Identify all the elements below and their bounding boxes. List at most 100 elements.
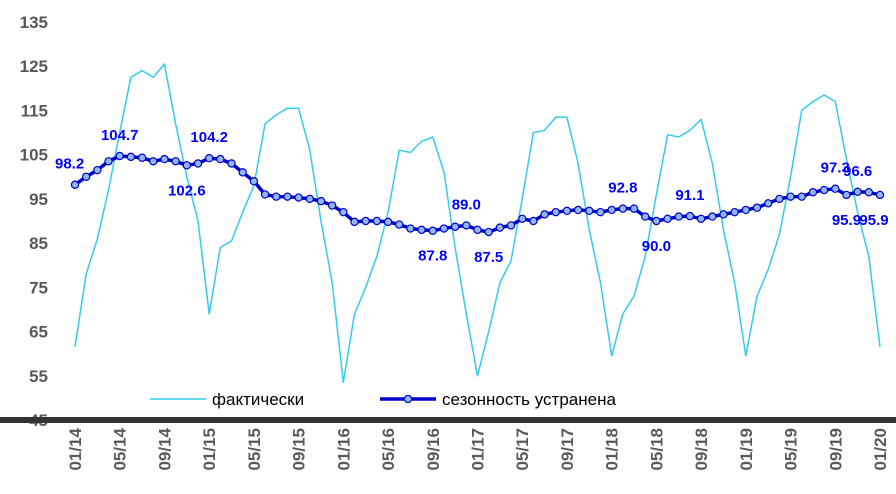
marker — [808, 188, 818, 197]
data-label: 102.6 — [168, 182, 206, 199]
marker — [294, 193, 303, 202]
y-tick-label: 125 — [20, 57, 48, 76]
marker — [551, 207, 560, 217]
marker — [786, 192, 795, 201]
data-label: 96.6 — [843, 163, 872, 180]
marker — [428, 226, 437, 235]
x-tick-label: 09/16 — [424, 428, 443, 471]
x-tick-label: 09/15 — [290, 428, 309, 471]
x-tick-label: 05/15 — [245, 428, 264, 471]
marker — [797, 192, 806, 201]
y-tick-label: 115 — [21, 101, 48, 120]
marker — [607, 205, 616, 215]
legend-label: фактически — [212, 390, 304, 409]
marker — [395, 220, 404, 229]
marker — [629, 204, 639, 213]
marker — [685, 211, 695, 221]
y-tick-label: 75 — [29, 278, 48, 297]
data-label: 98.2 — [55, 156, 84, 173]
marker — [506, 221, 516, 230]
marker — [663, 214, 672, 223]
marker — [283, 192, 292, 201]
y-tick-label: 65 — [29, 323, 48, 342]
y-tick-label: 95 — [29, 190, 48, 209]
marker — [260, 190, 270, 199]
legend-label: сезонность устранена — [442, 390, 616, 409]
marker — [93, 165, 102, 175]
x-tick-label: 01/15 — [200, 428, 219, 471]
x-tick-label: 09/18 — [692, 428, 711, 471]
marker — [596, 207, 605, 217]
marker — [562, 206, 572, 216]
marker — [149, 157, 158, 166]
series-line — [74, 63, 881, 384]
marker — [674, 212, 683, 221]
x-tick-label: 01/17 — [469, 428, 488, 471]
marker — [641, 212, 650, 221]
marker — [618, 204, 628, 213]
marker — [518, 214, 527, 223]
marker — [439, 224, 449, 233]
marker — [272, 192, 281, 201]
x-tick-label: 01/19 — [737, 428, 756, 471]
marker — [238, 168, 247, 177]
marker — [719, 210, 728, 219]
marker — [484, 227, 493, 237]
marker — [339, 207, 348, 217]
data-label: 104.2 — [190, 129, 228, 146]
legend-marker — [403, 394, 413, 404]
marker — [752, 203, 762, 212]
x-tick-label: 05/17 — [513, 428, 532, 471]
data-label: 90.0 — [642, 238, 671, 255]
marker — [417, 225, 426, 235]
marker — [204, 154, 214, 163]
data-label: 97.3 — [821, 160, 850, 177]
data-label: 91.1 — [675, 187, 704, 204]
marker — [350, 217, 359, 227]
data-label: 104.7 — [101, 127, 139, 144]
marker — [70, 180, 80, 189]
marker — [126, 152, 136, 162]
y-tick-label: 55 — [29, 367, 48, 386]
marker — [842, 190, 851, 200]
marker — [652, 216, 661, 226]
marker — [316, 196, 326, 206]
marker — [730, 207, 739, 217]
marker — [193, 159, 203, 168]
data-label: 87.8 — [418, 248, 447, 265]
x-tick-label: 09/14 — [155, 427, 174, 470]
x-tick-label: 09/17 — [558, 428, 577, 471]
x-tick-label: 05/16 — [379, 428, 398, 471]
marker — [741, 205, 751, 215]
marker — [137, 153, 147, 162]
marker — [462, 221, 471, 230]
x-tick-label: 01/20 — [871, 428, 890, 471]
marker — [182, 161, 192, 170]
x-tick-label: 05/14 — [111, 427, 130, 470]
marker — [763, 199, 773, 208]
x-tick-label: 05/18 — [647, 428, 666, 471]
marker — [160, 154, 169, 164]
x-tick-label: 01/18 — [603, 428, 622, 471]
marker — [227, 159, 236, 168]
marker — [372, 216, 382, 226]
data-label: 95.9 — [832, 212, 861, 229]
data-label: 87.5 — [474, 249, 503, 266]
x-tick-label: 01/14 — [66, 427, 85, 470]
marker — [171, 157, 180, 166]
marker — [473, 225, 482, 235]
marker — [495, 223, 505, 232]
data-label: 89.0 — [452, 196, 481, 213]
marker — [831, 184, 840, 193]
marker — [216, 154, 225, 164]
marker — [361, 216, 370, 226]
marker — [573, 205, 583, 215]
marker — [875, 190, 885, 200]
x-tick-label: 01/16 — [334, 428, 353, 471]
marker — [775, 194, 784, 204]
data-label: 92.8 — [608, 180, 637, 197]
marker — [864, 188, 874, 197]
marker — [585, 206, 594, 216]
marker — [327, 201, 337, 210]
